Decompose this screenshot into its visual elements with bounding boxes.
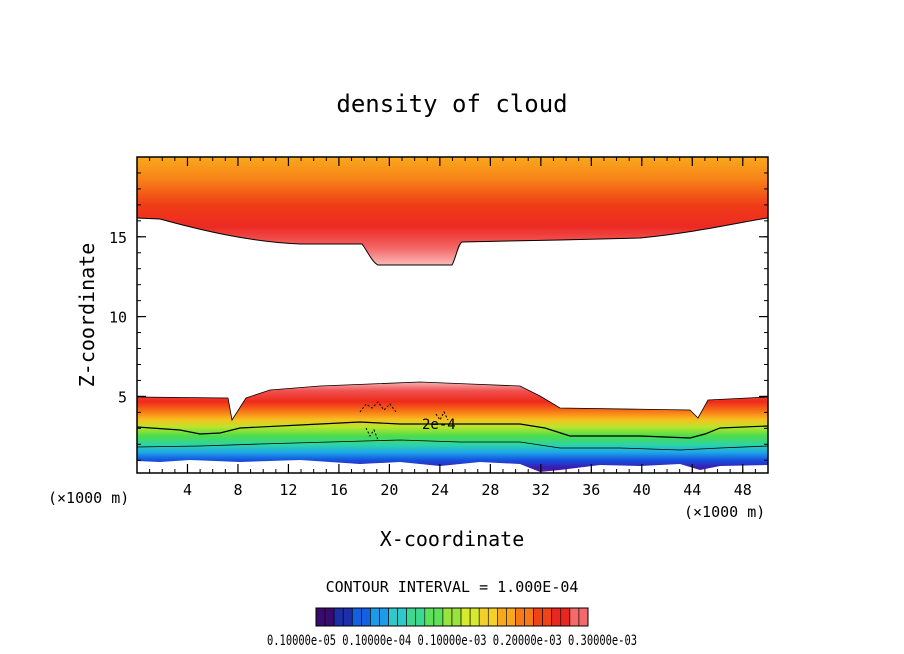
contour-cells [359,401,449,441]
colorbar-swatch [506,607,516,627]
colorbar-labels: 0.10000e-05 0.10000e-04 0.10000e-03 0.20… [267,633,637,649]
colorbar-swatch [578,607,589,627]
colorbar-swatch [361,607,371,627]
colorbar-frame [315,607,589,627]
colorbar-swatch [460,607,471,627]
x-unit-label-right: (×1000 m) [684,503,765,521]
lower-cloud-band [137,382,768,472]
y-tick-label: 5 [118,388,127,406]
x-tick-label: 48 [734,481,752,499]
colorbar-swatch [315,607,326,627]
x-tick-label: 44 [683,481,701,499]
colorbar-swatch [370,607,380,627]
x-tick-label: 16 [330,481,348,499]
contour-2e-4 [137,421,768,439]
colorbar-swatch [424,607,435,627]
colorbar-swatch [433,607,444,627]
colorbar-swatch [397,607,407,627]
colorbar-swatch [442,607,453,627]
contour-label: 2e-4 [422,417,456,433]
colorbar-swatch [542,607,553,627]
colorbar [315,607,589,627]
colorbar-swatch [551,607,562,627]
x-tick-label: 24 [431,481,449,499]
x-tick-label: 36 [582,481,600,499]
colorbar-swatch [379,607,389,627]
colorbar-swatch [560,607,571,627]
upper-cloud-band [137,157,768,265]
x-tick-label: 8 [233,481,242,499]
colorbar-swatch [451,607,462,627]
contour-upper-lower [137,381,768,422]
chart-title: density of cloud [336,90,567,118]
colorbar-swatch [469,607,480,627]
colorbar-swatch [324,607,335,627]
colorbar-swatch [524,607,534,627]
colorbar-swatch [497,607,507,627]
contour-base [137,439,768,451]
x-tick-label: 28 [481,481,499,499]
colorbar-swatch [515,607,525,627]
x-tick-label: 32 [532,481,550,499]
upper-cloud-contour [137,217,768,266]
x-tick-label: 40 [633,481,651,499]
y-tick-label: 10 [109,309,127,327]
colorbar-swatch [533,607,543,627]
x-unit-label-left: (×1000 m) [48,489,129,507]
colorbar-swatch [342,607,353,627]
colorbar-swatch [569,607,580,627]
y-tick-label: 15 [109,229,127,247]
contour-interval: CONTOUR INTERVAL = 1.000E-04 [326,578,579,596]
colorbar-swatch [487,607,498,627]
x-tick-label: 4 [183,481,192,499]
colorbar-swatch [351,607,362,627]
colorbar-swatch [333,607,344,627]
colorbar-swatch [406,607,417,627]
y-axis-label: Z-coordinate [75,243,99,388]
x-axis-label: X-coordinate [380,527,525,551]
x-tick-label: 20 [380,481,398,499]
colorbar-swatch [478,607,489,627]
colorbar-swatch [388,607,398,627]
x-tick-label: 12 [279,481,297,499]
colorbar-swatch [415,607,426,627]
